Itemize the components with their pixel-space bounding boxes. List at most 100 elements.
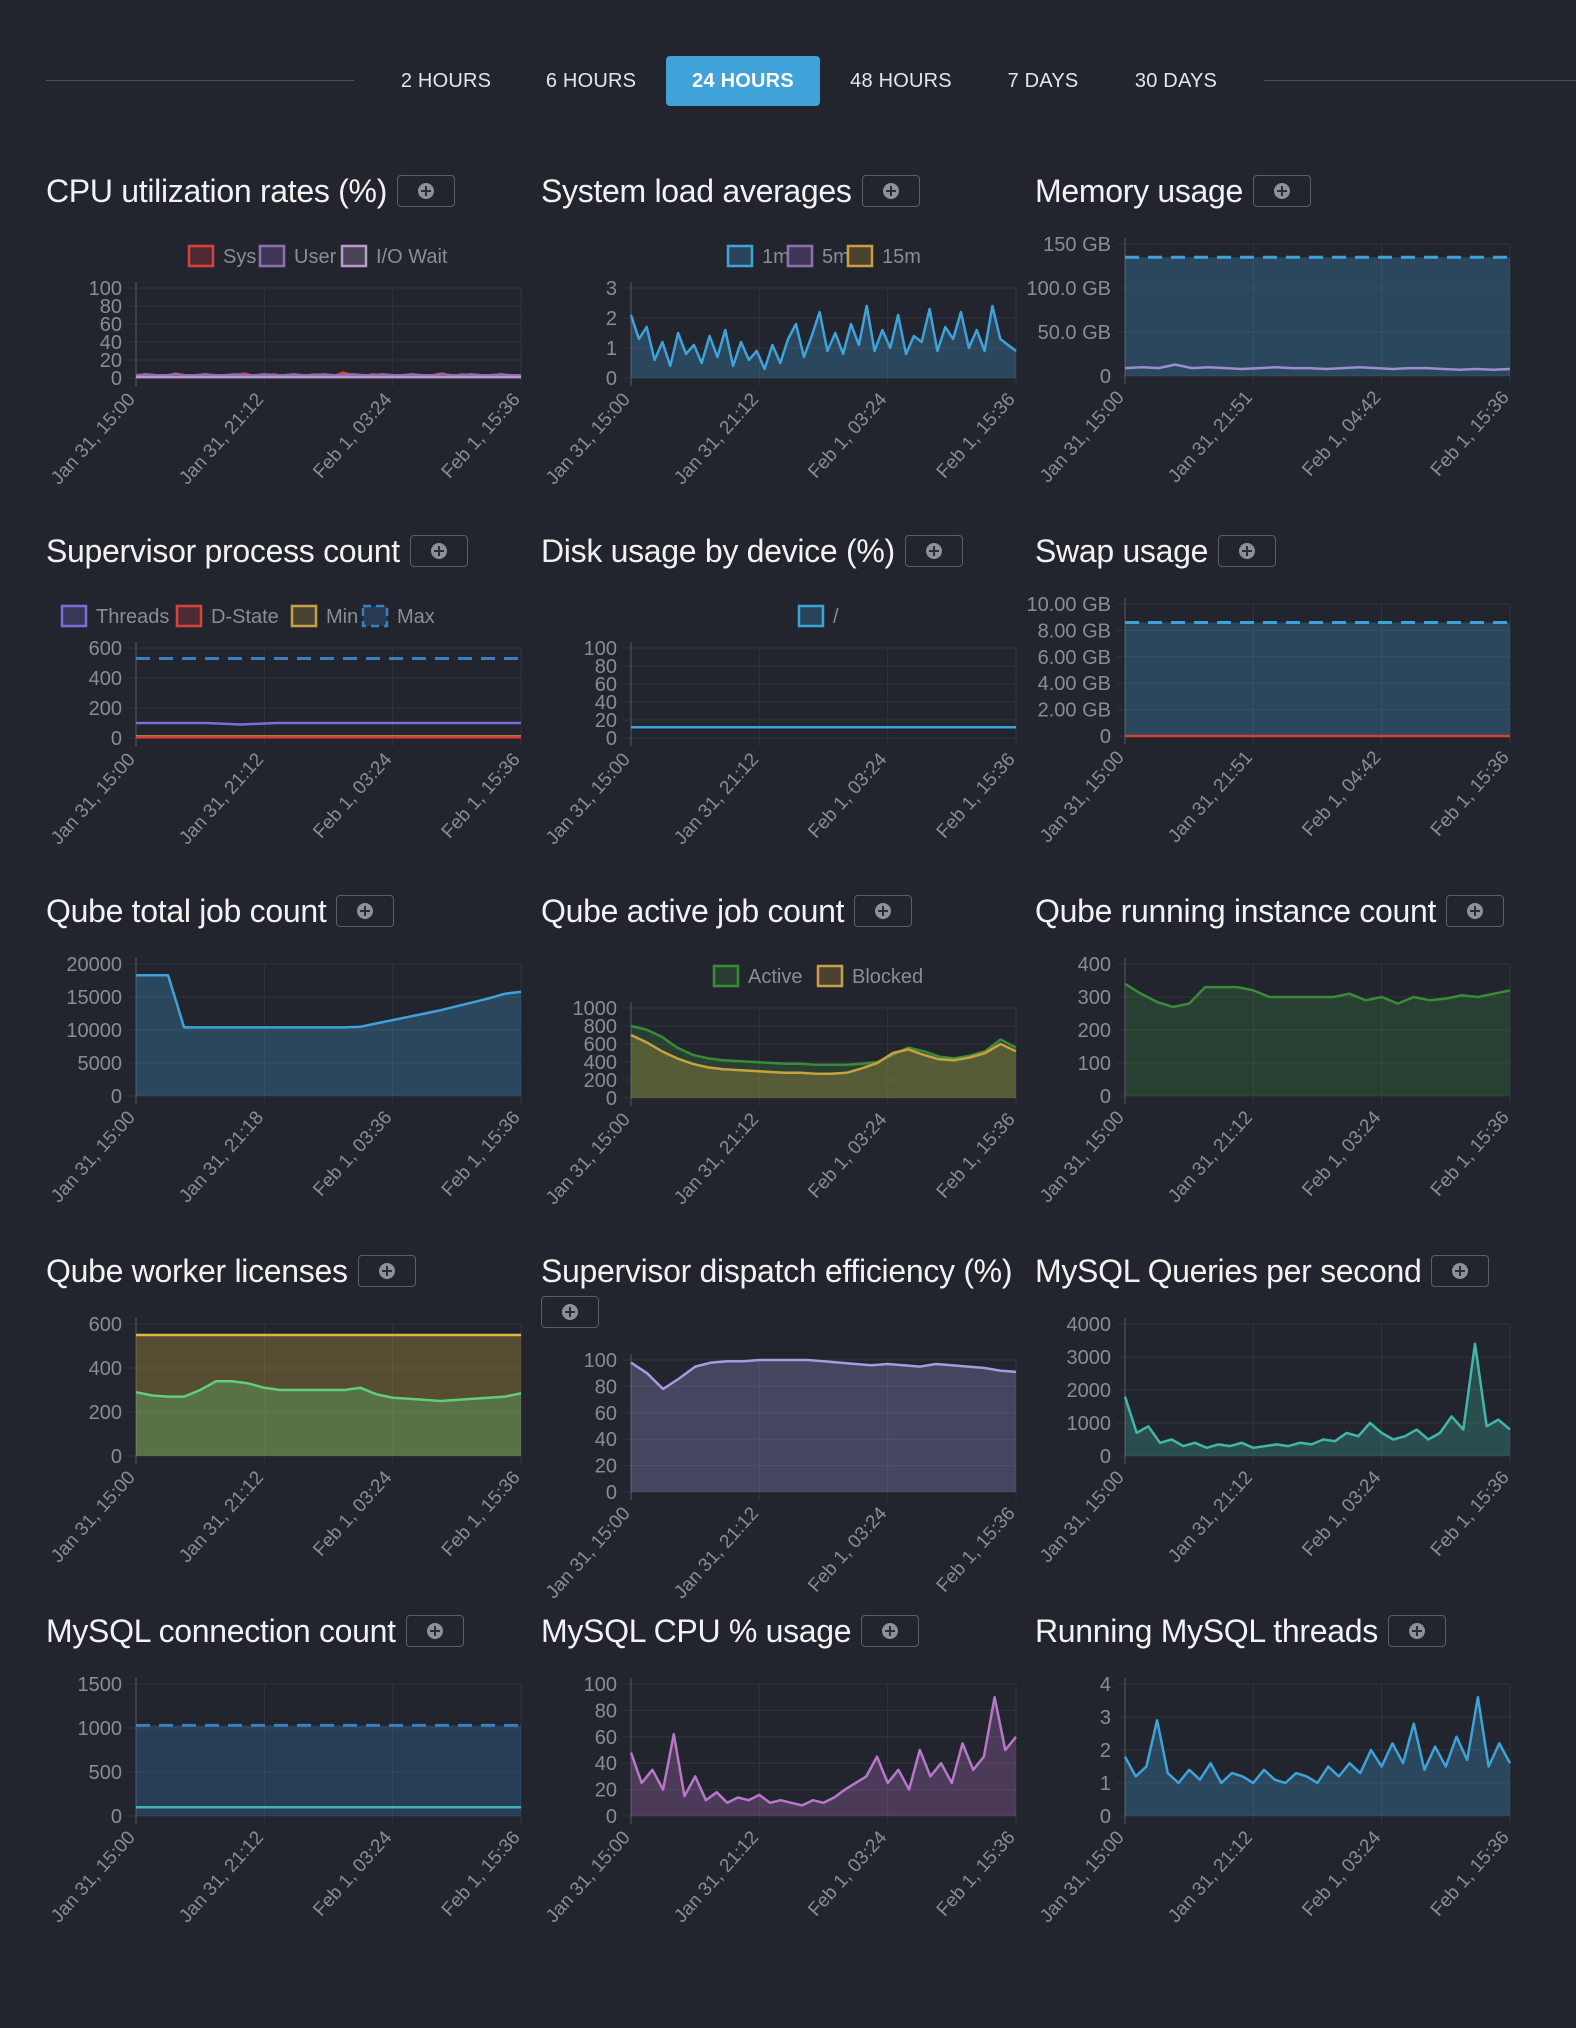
y-tick-label: 1500	[78, 1674, 123, 1696]
y-tick-label: 8.00 GB	[1038, 620, 1111, 642]
legend-label: User	[294, 246, 337, 268]
tab-30-days[interactable]: 30 DAYS	[1134, 70, 1218, 92]
tabbar-divider-left	[46, 80, 354, 81]
series-line-cpu	[629, 1695, 1017, 1807]
y-tick-label: 0	[606, 368, 617, 390]
chart-series	[135, 371, 522, 379]
chart-title-row: MySQL Queries per second	[1035, 1250, 1490, 1296]
add-chart-button[interactable]	[854, 895, 913, 927]
chart-card-qube-active-job-count: Qube active job count Active Blocked 0 200 40…	[541, 890, 1041, 1230]
x-tick-label: Jan 31, 15:00	[1036, 747, 1129, 847]
tab-2-hours[interactable]: 2 HOURS	[400, 70, 492, 92]
add-chart-button[interactable]	[1431, 1255, 1490, 1287]
legend-item-min[interactable]: Min	[290, 604, 358, 628]
chart-card-system-load-averages: System load averages 1m 5m 15m 0 1 2 3 Jan 31, 1…	[541, 170, 1041, 510]
tab-6-hours[interactable]: 6 HOURS	[545, 70, 637, 92]
x-tick-label: Feb 1, 03:24	[804, 749, 891, 843]
x-axis: Jan 31, 15:00 Jan 31, 21:12 Feb 1, 03:24 Fe…	[542, 1827, 1020, 1927]
x-tick-label: Jan 31, 21:12	[670, 1503, 763, 1603]
y-tick-label: 800	[584, 1016, 617, 1038]
legend-item-1m[interactable]: 1m	[726, 244, 790, 268]
legend-label: 1m	[762, 246, 790, 268]
y-axis: 0 200 400 600	[89, 638, 122, 750]
series-area-blocked	[631, 1035, 1016, 1098]
y-tick-label: 200	[89, 1402, 122, 1424]
chart-card-memory-usage: Memory usage 0 50.0 GB 100.0 GB 150 GB Jan 31…	[1026, 170, 1535, 510]
x-tick-label: Feb 1, 15:36	[933, 749, 1020, 842]
add-chart-button[interactable]	[1253, 175, 1312, 207]
add-chart-button[interactable]	[336, 895, 395, 927]
add-chart-button[interactable]	[1218, 535, 1277, 567]
chart-grid	[128, 958, 522, 1104]
y-tick-label: 60	[595, 674, 617, 696]
chart-legend: 1m 5m 15m	[726, 244, 921, 268]
x-tick-label: Feb 1, 15:36	[933, 1827, 1020, 1920]
chart-grid	[128, 1318, 522, 1464]
plus-circle-icon	[426, 1623, 443, 1639]
chart-svg: Threads D-State Min Max 0 200 400 600 Jan 31, 15…	[47, 604, 525, 849]
y-tick-label: 0	[111, 728, 122, 750]
y-axis: 0 20 40 60 80 100	[584, 1674, 617, 1828]
add-chart-button[interactable]	[1446, 895, 1505, 927]
add-chart-button[interactable]	[861, 1615, 920, 1647]
y-axis: 0 1000 2000 3000 4000	[1067, 1314, 1112, 1468]
legend-item-threads[interactable]: Threads	[60, 604, 169, 628]
y-tick-label: 600	[89, 1314, 122, 1336]
x-tick-label: Feb 1, 15:36	[1427, 1467, 1514, 1560]
x-tick-label: Jan 31, 15:00	[542, 1503, 635, 1603]
add-chart-button[interactable]	[1387, 1615, 1446, 1647]
x-axis: Jan 31, 15:00 Jan 31, 21:12 Feb 1, 03:24 Fe…	[47, 749, 525, 849]
x-tick-label: Feb 1, 15:36	[438, 389, 525, 482]
chart-grid	[623, 1354, 1017, 1500]
legend-item-d-state[interactable]: D-State	[175, 604, 279, 628]
chart-title: CPU utilization rates (%)	[46, 173, 388, 209]
tabbar-divider-right	[1264, 80, 1576, 81]
legend-item-active[interactable]: Active	[712, 964, 802, 988]
chart-grid	[623, 282, 1017, 386]
y-tick-label: 50.0 GB	[1038, 322, 1111, 344]
chart-series	[629, 1695, 1017, 1816]
legend-item-sys[interactable]: Sys	[187, 244, 256, 268]
chart-title-row: MySQL CPU % usage	[541, 1610, 920, 1656]
legend-item-blocked[interactable]: Blocked	[816, 964, 923, 988]
x-tick-label: Feb 1, 15:36	[1427, 387, 1514, 480]
tab-7-days[interactable]: 7 DAYS	[1007, 70, 1079, 92]
legend-item-max[interactable]: Max	[361, 604, 435, 628]
add-chart-button[interactable]	[405, 1615, 464, 1647]
chart-legend: Threads D-State Min Max	[60, 604, 435, 628]
x-tick-label: Feb 1, 03:24	[804, 1109, 891, 1203]
series-line-user	[135, 373, 521, 377]
add-chart-button[interactable]	[397, 175, 456, 207]
y-tick-label: 80	[595, 656, 617, 678]
y-tick-label: 80	[100, 296, 122, 318]
add-chart-button[interactable]	[904, 535, 963, 567]
add-chart-button[interactable]	[861, 175, 920, 207]
add-chart-button[interactable]	[541, 1296, 599, 1328]
legend-item-[interactable]: /	[797, 604, 839, 628]
x-axis: Jan 31, 15:00 Jan 31, 21:12 Feb 1, 03:24 Fe…	[542, 1109, 1020, 1209]
chart-series	[1124, 982, 1511, 1096]
legend-item-i-o-wait[interactable]: I/O Wait	[340, 244, 448, 268]
series-area-licensed	[136, 1335, 521, 1456]
y-tick-label: 10.00 GB	[1026, 594, 1111, 616]
x-tick-label: Feb 1, 03:24	[1298, 1107, 1385, 1201]
x-axis: Jan 31, 15:00 Jan 31, 21:12 Feb 1, 03:24 Fe…	[47, 1827, 525, 1927]
y-tick-label: 10000	[66, 1020, 122, 1042]
x-tick-label: Feb 1, 03:24	[1298, 1467, 1385, 1561]
add-chart-button[interactable]	[409, 535, 468, 567]
chart-title: Qube active job count	[541, 893, 845, 929]
series-area-efficiency	[631, 1360, 1016, 1492]
add-chart-button[interactable]	[357, 1255, 416, 1287]
x-axis: Jan 31, 15:00 Jan 31, 21:12 Feb 1, 03:24 Fe…	[1036, 1467, 1514, 1567]
legend-swatch	[712, 964, 740, 988]
tab-24-hours[interactable]: 24 HOURS	[666, 56, 820, 106]
tab-48-hours[interactable]: 48 HOURS	[850, 70, 952, 92]
legend-item-5m[interactable]: 5m	[786, 244, 850, 268]
plus-circle-icon	[1408, 1623, 1425, 1639]
legend-label: /	[833, 606, 839, 628]
legend-item-user[interactable]: User	[258, 244, 337, 268]
legend-swatch	[60, 604, 88, 628]
x-axis: Jan 31, 15:00 Jan 31, 21:51 Feb 1, 04:42 Fe…	[1036, 747, 1514, 847]
legend-item-15m[interactable]: 15m	[846, 244, 921, 268]
